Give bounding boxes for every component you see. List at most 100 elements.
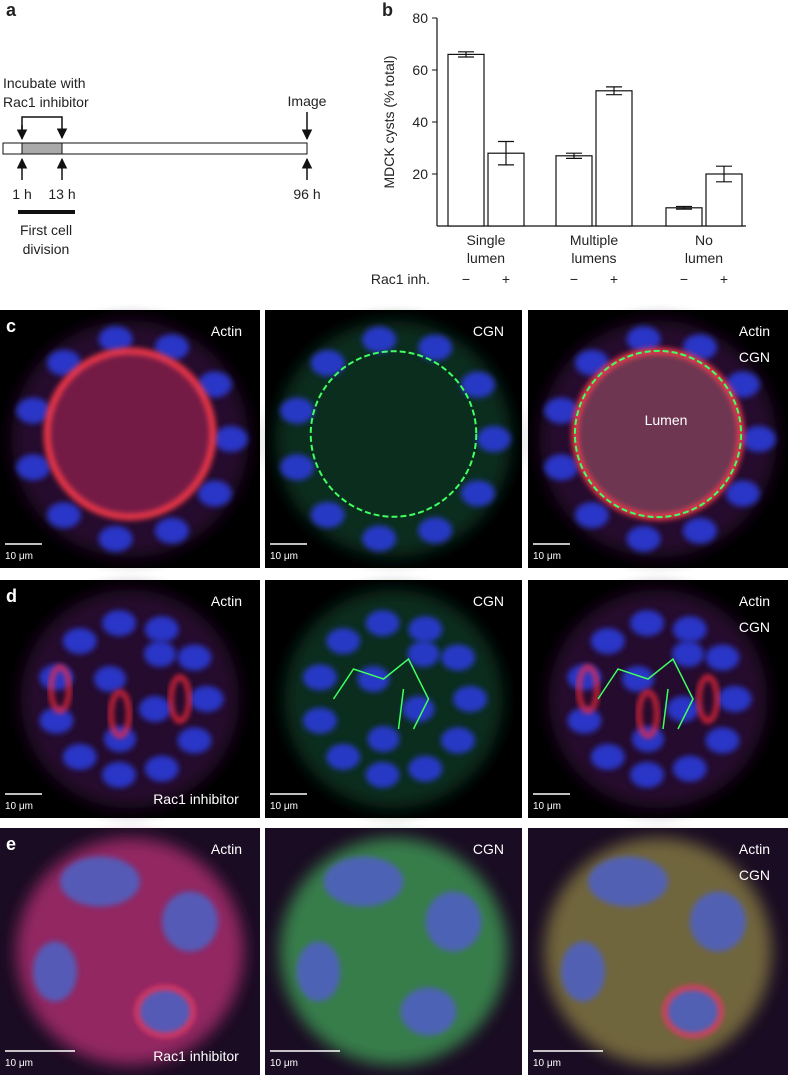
junctions — [597, 657, 694, 730]
nucleus — [280, 454, 315, 481]
actin-patch — [109, 690, 131, 738]
nucleus — [705, 644, 740, 671]
error-bar — [606, 86, 622, 96]
nucleus — [296, 941, 341, 1002]
time-label: 96 h — [293, 186, 320, 202]
legend-entry: + — [720, 271, 728, 287]
actin-patch — [637, 690, 659, 738]
nucleus — [302, 707, 337, 734]
nucleus — [461, 480, 496, 507]
nucleus — [672, 641, 704, 667]
bar — [595, 90, 633, 227]
y-tick-label: 60 — [412, 62, 428, 78]
stain-label: Actin — [739, 841, 770, 857]
scale-label: 10 μm — [533, 801, 561, 812]
nucleus — [408, 616, 443, 643]
nucleus — [39, 707, 74, 734]
legend-entry: − — [680, 271, 688, 287]
nucleus — [365, 761, 400, 788]
nucleus — [725, 371, 760, 398]
bar — [705, 173, 743, 227]
scale-label: 10 μm — [5, 551, 33, 562]
note: Lumen — [645, 412, 688, 428]
actin-patch — [169, 675, 191, 723]
micrographs: c Actin 10 μm CGN 10 μm Actin CGN Lumen 10 μm d Ac… — [0, 310, 788, 1075]
bar — [447, 53, 485, 227]
nucleus — [590, 743, 625, 770]
nucleus — [418, 334, 453, 361]
division-label: division — [23, 241, 70, 257]
time-label: 1 h — [12, 186, 31, 202]
scale-label: 10 μm — [5, 1058, 33, 1069]
nucleus — [626, 326, 661, 353]
nucleus — [46, 502, 81, 529]
nucleus — [62, 628, 97, 655]
stain-label: CGN — [739, 619, 770, 635]
nucleus — [453, 686, 488, 712]
error-bar — [676, 205, 692, 210]
error-bar — [716, 165, 732, 183]
y-tick-label: 40 — [412, 114, 428, 130]
nucleus — [16, 454, 51, 481]
nucleus — [177, 644, 212, 671]
nucleus — [144, 755, 179, 782]
legend-entry: + — [502, 271, 510, 287]
y-tick-label: 20 — [412, 166, 428, 182]
scale-label: 10 μm — [5, 801, 33, 812]
image-label: Image — [288, 93, 327, 109]
note: Rac1 inhibitor — [153, 791, 239, 807]
division-bar — [18, 210, 75, 214]
legend-entry: + — [610, 271, 618, 287]
nucleus — [574, 349, 609, 376]
nucleus — [672, 616, 707, 643]
nucleus — [139, 696, 171, 722]
actin-ring — [135, 985, 195, 1038]
panel-label: e — [6, 834, 16, 854]
nucleus — [46, 349, 81, 376]
nucleus — [630, 761, 665, 788]
scale-label: 10 μm — [533, 1058, 561, 1069]
chart: 20 40 60 80 Single lumen − + Multiple lumens − + No l… — [412, 10, 746, 287]
nucleus — [665, 987, 721, 1036]
x-tick-label: No lumen — [685, 232, 723, 266]
nucleus — [590, 628, 625, 655]
nucleus — [425, 891, 482, 952]
scale-label: 10 μm — [533, 551, 561, 562]
nucleus — [407, 641, 440, 667]
nucleus — [400, 987, 457, 1036]
nucleus — [725, 480, 760, 507]
nucleus — [98, 326, 133, 353]
junction-ring — [309, 350, 478, 518]
nucleus — [682, 517, 717, 544]
nucleus — [310, 350, 345, 377]
nucleus — [574, 502, 609, 529]
nucleus — [476, 426, 511, 452]
nucleus — [544, 397, 579, 424]
stain-label: Actin — [739, 593, 770, 609]
error-bar — [458, 51, 474, 58]
x-tick-label: Single lumen — [467, 232, 506, 266]
nucleus — [98, 525, 133, 552]
panel-label: c — [6, 316, 16, 336]
actin-ring — [663, 985, 723, 1038]
error-bar — [498, 140, 514, 166]
nucleus — [440, 727, 475, 754]
y-axis-label: MDCK cysts (% total) — [381, 55, 397, 188]
x-tick-label: Multiple lumens — [570, 232, 618, 266]
stain-label: Actin — [211, 323, 242, 339]
actin-patch — [697, 675, 719, 723]
nucleus — [418, 517, 453, 544]
bar — [555, 155, 593, 227]
nucleus — [280, 397, 315, 424]
nucleus — [104, 726, 136, 752]
legend-entry: − — [570, 271, 578, 287]
nucleus — [213, 426, 248, 452]
nucleus — [302, 664, 337, 691]
nucleus — [323, 856, 404, 907]
incubation-window — [21, 142, 63, 155]
nucleus — [561, 941, 605, 1002]
stain-label: CGN — [739, 867, 770, 883]
lumen-ring — [43, 347, 217, 521]
